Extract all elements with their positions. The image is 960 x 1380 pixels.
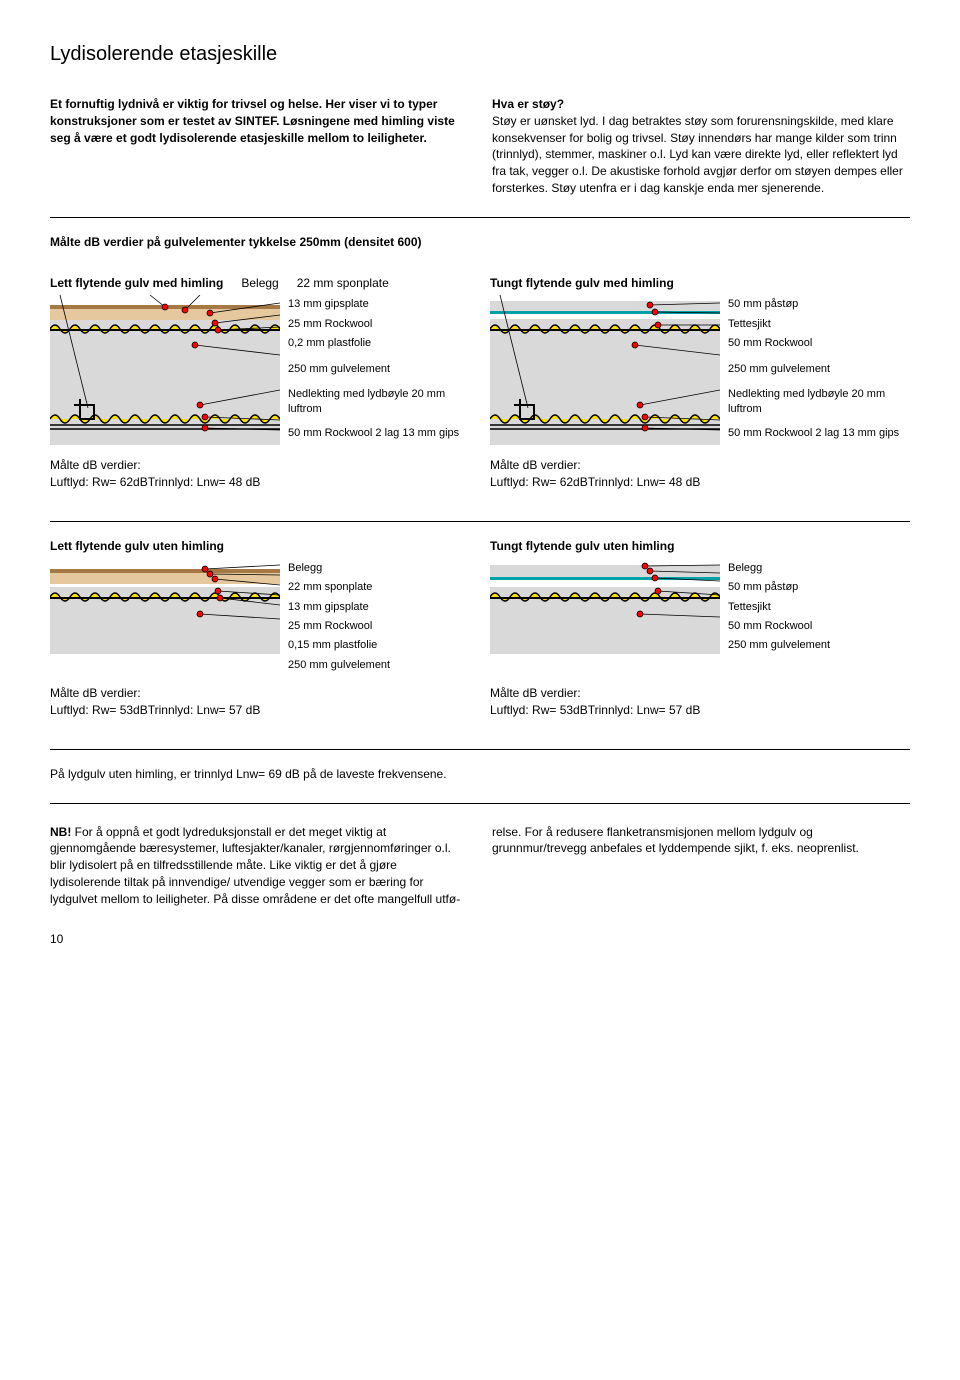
d1-labels: 13 mm gipsplate 25 mm Rockwool 0,2 mm pl… xyxy=(288,295,470,445)
section-head: Målte dB verdier på gulvelementer tykkel… xyxy=(50,234,910,251)
intro-right-text: Støy er uønsket lyd. I dag betraktes stø… xyxy=(492,114,903,195)
intro-left: Et fornuftig lydnivå er viktig for trivs… xyxy=(50,96,468,197)
d3-svg xyxy=(50,559,280,654)
d2-svg xyxy=(490,295,720,445)
divider xyxy=(50,217,910,218)
d2-l0: 50 mm påstøp xyxy=(728,297,910,312)
d2-l1: Tettesjikt xyxy=(728,317,910,332)
d1-svg xyxy=(50,295,280,445)
d4-svg xyxy=(490,559,720,654)
intro-right: Hva er støy? Støy er uønsket lyd. I dag … xyxy=(492,96,910,197)
d3-labels: Belegg 22 mm sponplate 13 mm gipsplate 2… xyxy=(288,559,390,673)
d2-l4: Nedlekting med lydbøyle 20 mm luftrom xyxy=(728,387,910,418)
page-number: 10 xyxy=(50,931,910,948)
nb-right-text: relse. For å redusere flanketransmisjone… xyxy=(492,825,859,856)
d3-res: Luftlyd: Rw= 53dBTrinnlyd: Lnw= 57 dB xyxy=(50,702,470,719)
d2-l2: 50 mm Rockwool xyxy=(728,336,910,351)
divider-4 xyxy=(50,803,910,804)
divider-2 xyxy=(50,521,910,522)
diagram-1: Lett flytende gulv med himling Belegg 22… xyxy=(50,275,470,446)
d2-labels: 50 mm påstøp Tettesjikt 50 mm Rockwool 2… xyxy=(728,295,910,445)
d4-l2: Tettesjikt xyxy=(728,600,830,615)
d3-l4: 0,15 mm plastfolie xyxy=(288,638,390,653)
d3-results: Målte dB verdier: Luftlyd: Rw= 53dBTrinn… xyxy=(50,685,470,719)
d1-title: Lett flytende gulv med himling xyxy=(50,275,223,292)
d4-l4: 250 mm gulvelement xyxy=(728,638,830,653)
d2-res-head: Målte dB verdier: xyxy=(490,457,910,474)
d3-l0: Belegg xyxy=(288,561,390,576)
d1-res-head: Målte dB verdier: xyxy=(50,457,470,474)
d3-l3: 25 mm Rockwool xyxy=(288,619,390,634)
diagram-4: Tungt flytende gulv uten himling Belegg xyxy=(490,538,910,673)
results-row-2: Målte dB verdier: Luftlyd: Rw= 53dBTrinn… xyxy=(50,685,910,719)
d1-l4: Nedlekting med lydbøyle 20 mm luftrom xyxy=(288,387,470,418)
intro-columns: Et fornuftig lydnivå er viktig for trivs… xyxy=(50,96,910,197)
d3-title: Lett flytende gulv uten himling xyxy=(50,538,224,555)
d1-l1: 25 mm Rockwool xyxy=(288,317,470,332)
d1-l3: 250 mm gulvelement xyxy=(288,362,470,377)
d1-res: Luftlyd: Rw= 62dBTrinnlyd: Lnw= 48 dB xyxy=(50,474,470,491)
intro-right-head: Hva er støy? xyxy=(492,97,564,111)
d2-l3: 250 mm gulvelement xyxy=(728,362,910,377)
d4-res-head: Målte dB verdier: xyxy=(490,685,910,702)
floor-note: På lydgulv uten himling, er trinnlyd Lnw… xyxy=(50,766,910,783)
diagram-3: Lett flytende gulv uten himling xyxy=(50,538,470,673)
page-title: Lydisolerende etasjeskille xyxy=(50,40,910,68)
d3-l1: 22 mm sponplate xyxy=(288,580,390,595)
nb-left: NB! For å oppnå et godt lydreduksjonstal… xyxy=(50,824,468,908)
d4-l3: 50 mm Rockwool xyxy=(728,619,830,634)
d2-l5: 50 mm Rockwool 2 lag 13 mm gips xyxy=(728,426,910,441)
d4-results: Målte dB verdier: Luftlyd: Rw= 53dBTrinn… xyxy=(490,685,910,719)
d4-l1: 50 mm påstøp xyxy=(728,580,830,595)
d4-l0: Belegg xyxy=(728,561,830,576)
d1-l0: 13 mm gipsplate xyxy=(288,297,470,312)
d4-labels: Belegg 50 mm påstøp Tettesjikt 50 mm Roc… xyxy=(728,559,830,654)
nb-right: relse. For å redusere flanketransmisjone… xyxy=(492,824,910,908)
nb-row: NB! For å oppnå et godt lydreduksjonstal… xyxy=(50,824,910,908)
diagrams-row-1: Lett flytende gulv med himling Belegg 22… xyxy=(50,275,910,446)
d3-res-head: Målte dB verdier: xyxy=(50,685,470,702)
d4-title: Tungt flytende gulv uten himling xyxy=(490,538,674,555)
results-row-1: Målte dB verdier: Luftlyd: Rw= 62dBTrinn… xyxy=(50,457,910,491)
d1-spon: 22 mm sponplate xyxy=(297,275,389,292)
d3-l2: 13 mm gipsplate xyxy=(288,600,390,615)
diagram-2: Tungt flytende gulv med himling xyxy=(490,275,910,446)
nb-left-text: For å oppnå et godt lydreduksjonstall er… xyxy=(50,825,460,906)
d1-l5: 50 mm Rockwool 2 lag 13 mm gips xyxy=(288,426,470,441)
d1-l2: 0,2 mm plastfolie xyxy=(288,336,470,351)
d2-results: Målte dB verdier: Luftlyd: Rw= 62dBTrinn… xyxy=(490,457,910,491)
intro-left-text: Et fornuftig lydnivå er viktig for trivs… xyxy=(50,97,455,145)
d2-title: Tungt flytende gulv med himling xyxy=(490,275,674,292)
nb-head: NB! xyxy=(50,825,71,839)
d2-res: Luftlyd: Rw= 62dBTrinnlyd: Lnw= 48 dB xyxy=(490,474,910,491)
d1-results: Målte dB verdier: Luftlyd: Rw= 62dBTrinn… xyxy=(50,457,470,491)
divider-3 xyxy=(50,749,910,750)
diagrams-row-2: Lett flytende gulv uten himling xyxy=(50,538,910,673)
d3-l5: 250 mm gulvelement xyxy=(288,658,390,673)
d1-belegg: Belegg xyxy=(241,275,278,292)
d4-res: Luftlyd: Rw= 53dBTrinnlyd: Lnw= 57 dB xyxy=(490,702,910,719)
